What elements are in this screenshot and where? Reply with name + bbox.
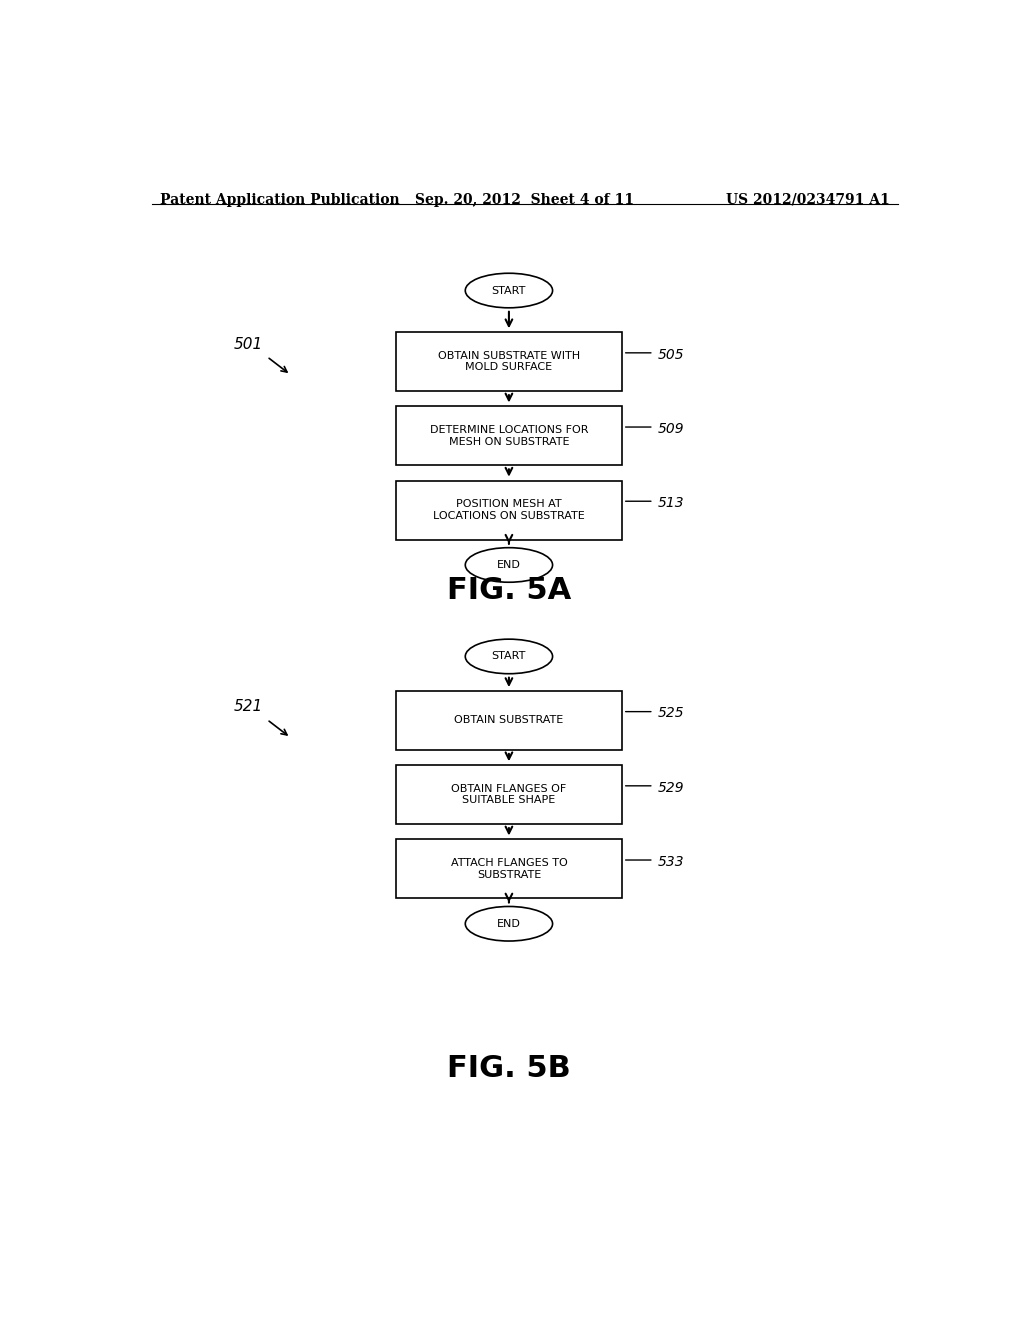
Text: 525: 525 xyxy=(657,706,684,721)
Text: OBTAIN SUBSTRATE: OBTAIN SUBSTRATE xyxy=(455,715,563,726)
Text: 521: 521 xyxy=(233,700,263,714)
FancyBboxPatch shape xyxy=(396,840,622,899)
FancyBboxPatch shape xyxy=(396,766,622,824)
Text: 529: 529 xyxy=(657,780,684,795)
Text: Patent Application Publication: Patent Application Publication xyxy=(160,193,399,207)
Ellipse shape xyxy=(465,548,553,582)
Text: START: START xyxy=(492,652,526,661)
Text: END: END xyxy=(497,560,521,570)
Text: OBTAIN SUBSTRATE WITH
MOLD SURFACE: OBTAIN SUBSTRATE WITH MOLD SURFACE xyxy=(438,351,580,372)
FancyBboxPatch shape xyxy=(396,333,622,391)
Text: Sep. 20, 2012  Sheet 4 of 11: Sep. 20, 2012 Sheet 4 of 11 xyxy=(416,193,634,207)
Text: 501: 501 xyxy=(233,337,263,351)
FancyBboxPatch shape xyxy=(396,690,622,750)
Text: ATTACH FLANGES TO
SUBSTRATE: ATTACH FLANGES TO SUBSTRATE xyxy=(451,858,567,879)
Text: POSITION MESH AT
LOCATIONS ON SUBSTRATE: POSITION MESH AT LOCATIONS ON SUBSTRATE xyxy=(433,499,585,521)
Text: DETERMINE LOCATIONS FOR
MESH ON SUBSTRATE: DETERMINE LOCATIONS FOR MESH ON SUBSTRAT… xyxy=(430,425,588,446)
Text: FIG. 5B: FIG. 5B xyxy=(447,1053,570,1082)
Text: END: END xyxy=(497,919,521,929)
Text: 505: 505 xyxy=(657,347,684,362)
Text: FIG. 5A: FIG. 5A xyxy=(446,576,571,605)
Ellipse shape xyxy=(465,273,553,308)
Ellipse shape xyxy=(465,639,553,673)
Text: US 2012/0234791 A1: US 2012/0234791 A1 xyxy=(726,193,890,207)
Text: 509: 509 xyxy=(657,422,684,436)
Text: 513: 513 xyxy=(657,496,684,510)
Text: 533: 533 xyxy=(657,855,684,869)
FancyBboxPatch shape xyxy=(396,480,622,540)
FancyBboxPatch shape xyxy=(396,407,622,466)
Ellipse shape xyxy=(465,907,553,941)
Text: OBTAIN FLANGES OF
SUITABLE SHAPE: OBTAIN FLANGES OF SUITABLE SHAPE xyxy=(452,784,566,805)
Text: START: START xyxy=(492,285,526,296)
